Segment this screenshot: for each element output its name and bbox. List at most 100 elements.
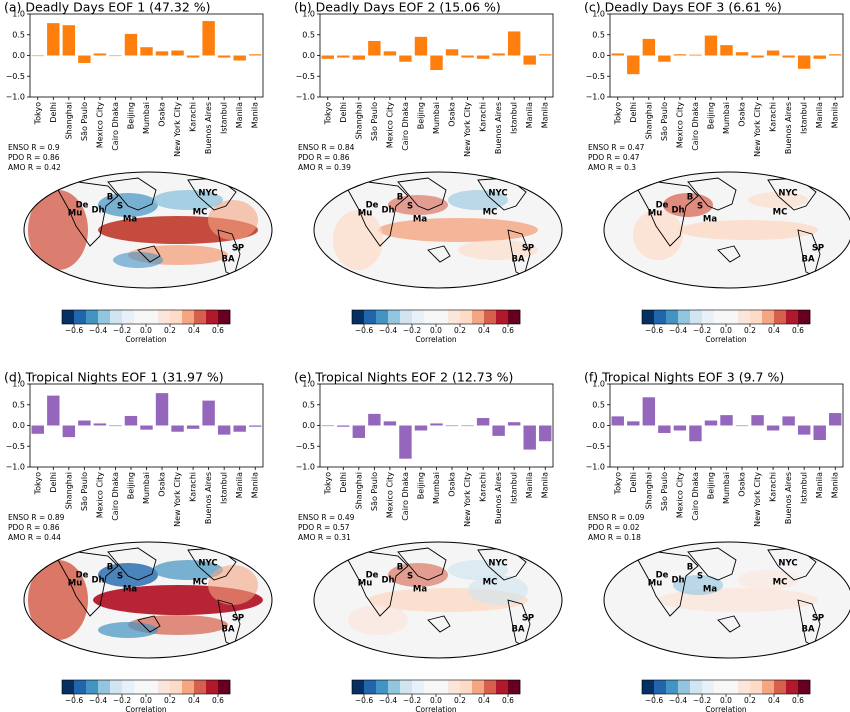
x-tick-label: Istanbul [510, 102, 519, 134]
colorbar-swatch [702, 310, 715, 324]
colorbar-swatch [750, 680, 763, 694]
map-city-label: De [76, 571, 89, 581]
map-anomaly [663, 193, 713, 217]
colorbar-swatch [508, 680, 521, 694]
bar [186, 55, 200, 58]
colorbar-swatch [472, 310, 485, 324]
colorbar-tick-label: −0.6 [65, 326, 83, 335]
colorbar-swatch [726, 310, 739, 324]
x-tick-label: Cairo Dhaka [401, 102, 410, 151]
map-anomaly [738, 570, 798, 590]
bar [539, 54, 552, 56]
map-city-label: Dh [381, 576, 394, 586]
map-city-label: BA [511, 625, 524, 635]
y-tick-label: 1.0 [12, 10, 25, 19]
colorbar-swatch [762, 310, 775, 324]
map-city-label: SP [812, 244, 824, 254]
map-border [313, 171, 563, 289]
map-field [347, 547, 531, 647]
x-tick-label: Mumbai [722, 472, 731, 504]
map-city-label: NYC [198, 189, 217, 199]
colorbar-swatch [726, 680, 739, 694]
map-city-label: B [397, 193, 403, 203]
colorbar-swatch [412, 680, 425, 694]
map-city-label: SP [522, 614, 534, 624]
bar [611, 416, 624, 426]
y-tick-label: −0.5 [6, 72, 25, 81]
bar [704, 420, 718, 426]
map-border [23, 541, 273, 659]
colorbar-swatch [666, 310, 679, 324]
bar [337, 425, 350, 427]
colorbar-swatch [496, 680, 509, 694]
bar [782, 416, 795, 426]
x-tick-label: Karachi [479, 472, 488, 502]
map-coastline [637, 547, 821, 647]
map-city-label: Dh [381, 206, 394, 216]
bar [461, 55, 474, 58]
colorbar-swatch [388, 310, 401, 324]
x-tick-label: Buenos Aires [204, 472, 213, 524]
x-tick-label: São Paulo [660, 102, 669, 141]
x-tick-label: Manila [251, 102, 260, 128]
map-city-label: Ma [413, 215, 427, 225]
x-tick-label: Tokyo [613, 472, 622, 496]
bar [155, 51, 169, 56]
map-city-label: MC [193, 578, 208, 588]
bar [813, 425, 826, 441]
colorbar-tick-label: −0.2 [693, 696, 711, 705]
bar [476, 418, 490, 426]
annotation: AMO R = 0.42 [8, 163, 61, 172]
bar [735, 425, 749, 427]
panel: (b) Deadly Days EOF 2 (15.06 %) −1.0 −0.5 0… [294, 0, 563, 344]
colorbar-swatch [352, 680, 365, 694]
colorbar-tick-label: −0.4 [379, 696, 397, 705]
colorbar-tick-label: 0.0 [430, 326, 442, 335]
map-anomaly [333, 210, 383, 270]
map-border [23, 171, 273, 289]
y-tick-label: 1.0 [302, 380, 315, 389]
colorbar-tick-label: −0.2 [113, 326, 131, 335]
bar [217, 425, 231, 435]
y-tick-label: 0.5 [302, 30, 315, 39]
colorbar-swatch [690, 680, 703, 694]
bar [171, 50, 184, 56]
axes-frame [29, 383, 264, 468]
x-tick-label: New York City [463, 472, 472, 527]
axes-frame [319, 383, 554, 468]
bar [352, 55, 366, 60]
colorbar-tick-label: −0.4 [379, 326, 397, 335]
chart-title: (b) Deadly Days EOF 2 (15.06 %) [294, 0, 501, 15]
bar [430, 55, 443, 71]
colorbar-tick-label: −0.6 [645, 696, 663, 705]
colorbar-swatch [146, 310, 159, 324]
x-tick-label: Shanghai [64, 472, 73, 509]
colorbar-tick-label: 0.6 [792, 326, 804, 335]
axes-frame [609, 13, 844, 98]
map-anomaly [388, 563, 448, 587]
panel: (e) Tropical Nights EOF 2 (12.73 %) −1.0 −… [294, 370, 563, 712]
colorbar-swatch [158, 680, 171, 694]
bar [829, 413, 842, 426]
x-tick-label: Delhi [339, 102, 348, 123]
bar [352, 425, 366, 438]
bar [797, 55, 811, 69]
x-tick-label: Manila [235, 102, 244, 128]
annotation: ENSO R = 0.89 [8, 513, 65, 522]
colorbar-swatch [352, 310, 365, 324]
chart-title: (e) Tropical Nights EOF 2 (12.73 %) [294, 370, 513, 385]
x-tick-label: New York City [463, 102, 472, 157]
bar [31, 55, 44, 57]
map-city-label: SP [812, 614, 824, 624]
x-tick-label: Buenos Aires [494, 472, 503, 524]
map-city-label: De [366, 201, 379, 211]
x-tick-label: Beijing [706, 472, 715, 499]
bar [507, 31, 521, 56]
colorbar-swatch [436, 680, 449, 694]
axes-frame [609, 383, 844, 468]
annotation: AMO R = 0.3 [588, 163, 636, 172]
annotation: PDO R = 0.02 [588, 523, 640, 532]
bar [673, 54, 687, 56]
bar [642, 38, 656, 56]
x-tick-label: Osaka [448, 472, 457, 497]
